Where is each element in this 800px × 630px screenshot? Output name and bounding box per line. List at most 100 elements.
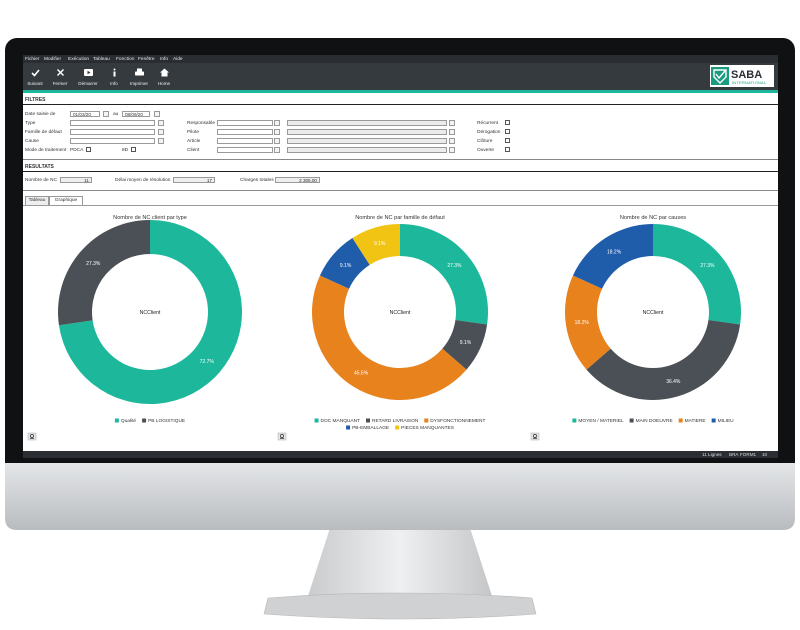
toolbar-button[interactable]: Fermer bbox=[48, 63, 72, 90]
field-label: Récurrent bbox=[477, 120, 499, 126]
lookup-button[interactable] bbox=[158, 138, 164, 144]
menu-item[interactable]: Exécution bbox=[68, 56, 90, 62]
checkbox[interactable] bbox=[505, 147, 510, 152]
field-label: PDCA bbox=[70, 147, 84, 153]
legend-label: DYSFONCTIONNEMENT bbox=[430, 418, 485, 424]
logo-subtitle: INTERNATIONAL bbox=[732, 80, 767, 85]
lookup-button[interactable] bbox=[274, 138, 280, 144]
lookup-button[interactable] bbox=[449, 120, 455, 126]
donut-slice bbox=[400, 224, 488, 325]
input-field[interactable]: 01/03/20 bbox=[70, 111, 100, 117]
lookup-button[interactable] bbox=[158, 129, 164, 135]
tab-rule bbox=[23, 205, 778, 206]
icon bbox=[113, 71, 115, 77]
legend-swatch bbox=[629, 418, 634, 423]
input-field[interactable] bbox=[217, 129, 273, 135]
tab[interactable]: Graphique bbox=[49, 196, 83, 205]
lookup-button[interactable] bbox=[103, 111, 109, 117]
donut-slice bbox=[653, 224, 741, 325]
field-label: au bbox=[113, 111, 119, 117]
input-field[interactable] bbox=[217, 120, 273, 126]
lookup-button[interactable] bbox=[274, 147, 280, 153]
toolbar-icon bbox=[56, 69, 64, 76]
menu-item[interactable]: Fenêtre bbox=[138, 56, 155, 62]
menu-item[interactable]: Info bbox=[160, 56, 169, 62]
legend-swatch bbox=[678, 418, 683, 423]
checkbox[interactable] bbox=[505, 120, 510, 125]
field-label: Article bbox=[187, 138, 201, 144]
input-field[interactable] bbox=[217, 147, 273, 153]
logo-mark bbox=[715, 70, 726, 80]
menu-item[interactable]: Fonction bbox=[116, 56, 135, 62]
field-label: Client bbox=[187, 147, 200, 153]
input-field[interactable] bbox=[70, 138, 155, 144]
input-field[interactable]: 11 bbox=[60, 177, 92, 183]
section-rule bbox=[23, 104, 778, 105]
lookup-button[interactable] bbox=[158, 120, 164, 126]
app-screen: Fichier Modifier Exécution Tableau Fonction F… bbox=[23, 55, 778, 458]
field-label: 8D bbox=[122, 147, 129, 153]
chart-title: Nombre de NC client par type bbox=[113, 215, 187, 221]
lookup-button[interactable] bbox=[449, 138, 455, 144]
legend-item: MOYEN / MATERIEL bbox=[572, 418, 624, 424]
icon bbox=[134, 71, 144, 76]
input-field[interactable]: 2 305,00 bbox=[275, 177, 320, 183]
export-button[interactable] bbox=[530, 432, 540, 441]
menu-item[interactable]: Tableau bbox=[93, 56, 110, 62]
legend-item: DOC MANQUANT bbox=[314, 418, 361, 424]
toolbar-button[interactable]: Imprimer bbox=[127, 63, 151, 90]
lookup-button[interactable] bbox=[449, 129, 455, 135]
lookup-button[interactable] bbox=[154, 111, 160, 117]
toolbar-label: Info bbox=[110, 81, 118, 86]
legend-swatch bbox=[365, 418, 370, 423]
input-field[interactable] bbox=[287, 129, 447, 135]
monitor-chin bbox=[5, 463, 795, 530]
legend-swatch bbox=[314, 418, 319, 423]
input-field[interactable]: 08/09/20 bbox=[122, 111, 150, 117]
section-title: RESULTATS bbox=[25, 164, 54, 170]
toolbar-button[interactable]: Suivant bbox=[23, 63, 47, 90]
legend: DOC MANQUANT RETARD LIVRAISON DYSFONCTIONN… bbox=[314, 418, 486, 431]
icon bbox=[30, 69, 40, 77]
field-label: Responsable bbox=[187, 120, 216, 126]
monitor-neck bbox=[308, 528, 492, 596]
menu-item[interactable]: Aide bbox=[173, 56, 183, 62]
input-field[interactable] bbox=[217, 138, 273, 144]
tab[interactable]: Tableau bbox=[25, 196, 49, 205]
export-icon bbox=[280, 434, 284, 438]
toolbar-button[interactable]: Info bbox=[102, 63, 126, 90]
data-label: 27.3% bbox=[447, 263, 462, 269]
legend-item: PB LOGISTIQUE bbox=[142, 418, 185, 424]
lookup-button[interactable] bbox=[449, 147, 455, 153]
legend-item: MATIERE bbox=[678, 418, 706, 424]
input-field[interactable] bbox=[70, 120, 155, 126]
checkbox[interactable] bbox=[505, 138, 510, 143]
data-label: 36.4% bbox=[666, 379, 681, 385]
icon bbox=[113, 68, 115, 71]
menu-item[interactable]: Fichier bbox=[25, 56, 40, 62]
legend: MOYEN / MATERIEL MAIN DOEUVRE MATIERE MILIE… bbox=[572, 418, 734, 424]
lookup-button[interactable] bbox=[274, 129, 280, 135]
input-field[interactable]: 17 bbox=[173, 177, 215, 183]
toolbar-button[interactable]: Home bbox=[152, 63, 176, 90]
input-field[interactable] bbox=[287, 120, 447, 126]
legend-item: MAIN DOEUVRE bbox=[629, 418, 673, 424]
status-item: BRA bbox=[729, 452, 739, 457]
export-icon bbox=[533, 434, 537, 438]
checkbox[interactable] bbox=[505, 129, 510, 134]
lookup-button[interactable] bbox=[274, 120, 280, 126]
input-field[interactable] bbox=[287, 147, 447, 153]
input-field[interactable] bbox=[287, 138, 447, 144]
monitor-base bbox=[263, 592, 537, 620]
checkbox[interactable] bbox=[86, 147, 91, 152]
toolbar-button[interactable]: Démarrer bbox=[76, 63, 100, 90]
logo-name: SABA bbox=[731, 69, 762, 81]
checkbox[interactable] bbox=[131, 147, 136, 152]
export-button[interactable] bbox=[277, 432, 287, 441]
separator bbox=[23, 190, 778, 191]
input-field[interactable] bbox=[70, 129, 155, 135]
menu-item[interactable]: Modifier bbox=[44, 56, 62, 62]
export-button[interactable] bbox=[27, 432, 37, 441]
separator bbox=[23, 159, 778, 160]
legend-label: DOC MANQUANT bbox=[321, 418, 361, 424]
